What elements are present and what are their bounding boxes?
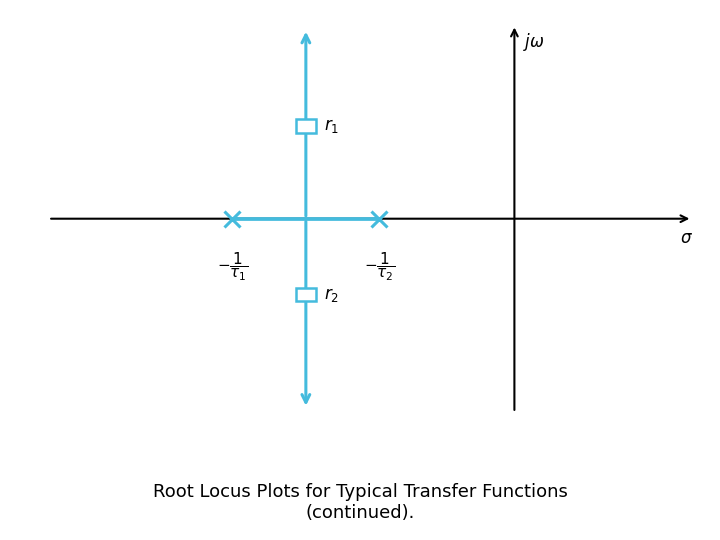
Text: $-\dfrac{1}{\tau_2}$: $-\dfrac{1}{\tau_2}$ bbox=[364, 251, 395, 284]
Text: $r_1$: $r_1$ bbox=[324, 117, 339, 135]
Bar bbox=[296, 288, 315, 301]
Text: $j\omega$: $j\omega$ bbox=[523, 31, 544, 53]
Text: $-\dfrac{1}{\tau_1}$: $-\dfrac{1}{\tau_1}$ bbox=[217, 251, 248, 284]
Text: Root Locus Plots for Typical Transfer Functions
(continued).: Root Locus Plots for Typical Transfer Fu… bbox=[153, 483, 567, 522]
Text: $\sigma$: $\sigma$ bbox=[680, 229, 693, 247]
Text: $r_2$: $r_2$ bbox=[324, 286, 339, 303]
Bar bbox=[296, 119, 315, 133]
